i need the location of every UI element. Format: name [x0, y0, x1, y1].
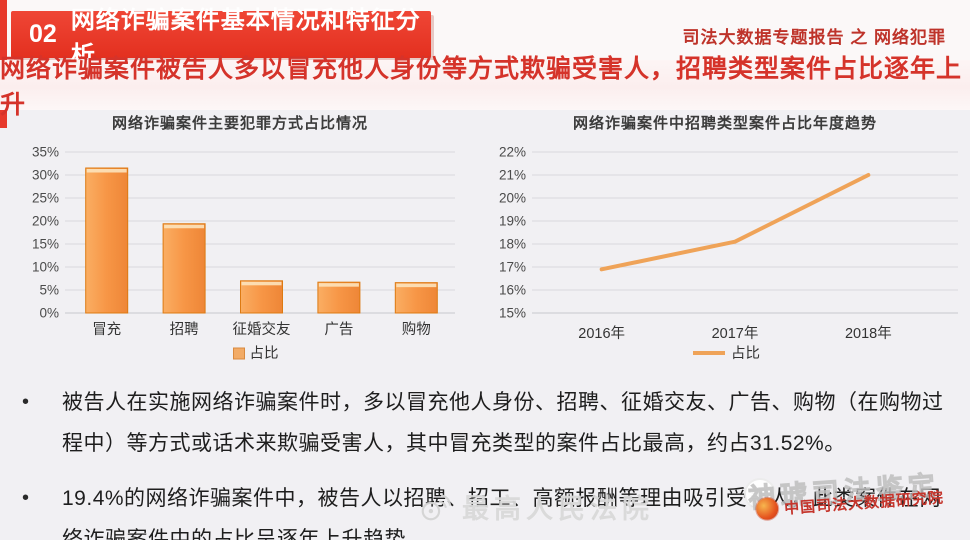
bar-cap-4: [396, 283, 437, 288]
legend-label: 占比: [250, 345, 279, 362]
x-tick-label: 冒充: [92, 321, 121, 338]
y-tick-label: 21%: [499, 168, 526, 183]
y-tick-label: 15%: [499, 306, 526, 321]
court-watermark: 最高人民法院: [418, 487, 654, 526]
y-tick-label: 15%: [32, 237, 59, 252]
court-watermark-text: 最高人民法院: [462, 494, 654, 524]
section-number: 02: [29, 20, 57, 48]
bar-cap-1: [164, 224, 205, 229]
x-tick-label: 征婚交友: [233, 320, 291, 338]
bar-0: [85, 167, 129, 314]
bar-4: [394, 282, 438, 314]
institute-emblem-icon: [755, 497, 779, 521]
x-tick-label: 购物: [402, 321, 431, 338]
y-tick-label: 16%: [499, 283, 526, 298]
report-series-label: 司法大数据专题报告 之 网络犯罪: [682, 28, 946, 47]
bullet-item: • 被告人在实施网络诈骗案件时，多以冒充他人身份、招聘、征婚交友、广告、购物（在…: [18, 382, 954, 464]
bar-2: [240, 280, 283, 314]
x-tick-label: 2018年: [845, 325, 892, 342]
bullet-list: • 被告人在实施网络诈骗案件时，多以冒充他人身份、招聘、征婚交友、广告、购物（在…: [18, 382, 954, 540]
headline-banner: 网络诈骗案件被告人多以冒充他人身份等方式欺骗受害人，招聘类型案件占比逐年上升: [0, 55, 970, 119]
y-tick-label: 18%: [499, 237, 526, 252]
bullet-text: 被告人在实施网络诈骗案件时，多以冒充他人身份、招聘、征婚交友、广告、购物（在购物…: [62, 391, 944, 455]
y-tick-label: 20%: [499, 191, 526, 206]
bullet-marker: •: [22, 391, 30, 413]
headline-text: 网络诈骗案件被告人多以冒充他人身份等方式欺骗受害人，招聘类型案件占比逐年上升: [0, 55, 963, 119]
bar-cap-2: [241, 281, 282, 286]
y-tick-label: 17%: [499, 260, 526, 275]
y-tick-label: 5%: [39, 283, 59, 298]
y-tick-label: 19%: [499, 214, 526, 229]
bullet-item: • 19.4%的网络诈骗案件中，被告人以招聘、招工、高额报酬等理由吸引受害人，此…: [18, 478, 954, 540]
y-tick-label: 30%: [32, 168, 59, 183]
bar-1: [162, 223, 206, 314]
bar-cap-3: [318, 283, 359, 287]
x-tick-label: 广告: [324, 321, 353, 338]
y-tick-label: 20%: [32, 214, 59, 229]
x-tick-label: 2016年: [578, 325, 625, 342]
y-tick-label: 35%: [32, 145, 59, 160]
legend-swatch: [233, 347, 245, 360]
bullet-text: 19.4%的网络诈骗案件中，被告人以招聘、招工、高额报酬等理由吸引受害人，此类案…: [62, 487, 942, 540]
legend-label: 占比: [731, 345, 760, 362]
x-tick-label: 2017年: [712, 325, 759, 342]
bullet-marker: •: [22, 487, 30, 509]
x-tick-label: 招聘: [170, 321, 199, 338]
y-tick-label: 10%: [32, 260, 59, 275]
y-tick-label: 0%: [39, 306, 59, 321]
line-chart-title: 网络诈骗案件中招聘类型案件占比年度趋势: [572, 115, 877, 132]
line-chart: 22% 21% 20% 19% 18% 17% 16% 15% 2016年 2017年 2018年占…: [499, 145, 958, 362]
bar-cap-0: [86, 169, 127, 173]
y-tick-label: 22%: [499, 145, 526, 160]
trend-line: [599, 173, 871, 272]
bar-chart-title: 网络诈骗案件主要犯罪方式占比情况: [111, 115, 368, 132]
weibo-icon: [421, 493, 452, 520]
bar-3: [317, 281, 361, 314]
y-tick-label: 25%: [32, 191, 59, 206]
